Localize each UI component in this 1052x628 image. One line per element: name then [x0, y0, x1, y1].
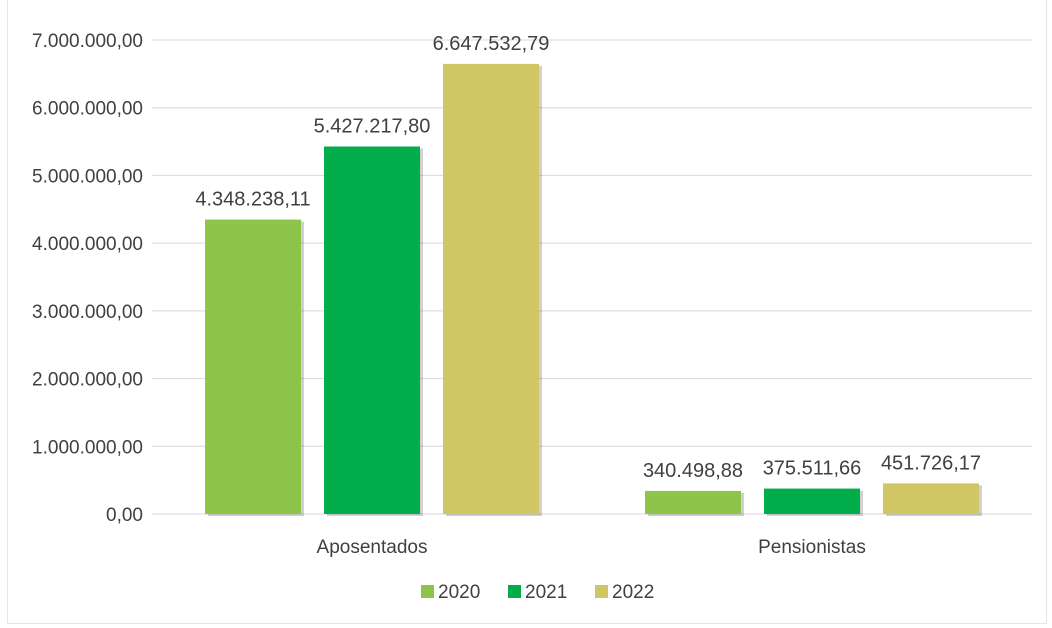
data-label: 451.726,17 — [881, 452, 981, 474]
data-label: 6.647.532,79 — [433, 33, 550, 55]
category-labels: Aposentados Pensionistas — [317, 537, 866, 558]
bar-2021-aposentados — [324, 146, 420, 514]
data-label: 5.427.217,80 — [314, 115, 431, 137]
legend-label-2021: 2021 — [525, 582, 567, 603]
bars — [205, 63, 982, 516]
category-label: Aposentados — [317, 537, 428, 558]
data-labels: 4.348.238,11 5.427.217,80 6.647.532,79 340.… — [195, 33, 981, 482]
bar-2022-pensionistas — [883, 483, 979, 514]
bar-2021-pensionistas — [764, 488, 860, 514]
bar-2020-pensionistas — [645, 490, 741, 514]
y-tick-label: 2.000.000,00 — [32, 370, 143, 391]
data-label: 375.511,66 — [763, 458, 862, 480]
y-tick-label: 5.000.000,00 — [32, 166, 143, 187]
y-tick-label: 6.000.000,00 — [32, 99, 143, 120]
legend-label-2020: 2020 — [438, 582, 480, 603]
data-label: 340.498,88 — [643, 460, 743, 482]
legend-swatch-2022 — [595, 585, 608, 598]
y-tick-label: 4.000.000,00 — [32, 234, 143, 255]
legend: 2020 2021 2022 — [421, 582, 654, 603]
legend-label-2022: 2022 — [612, 582, 654, 603]
legend-swatch-2020 — [421, 585, 434, 598]
bar-2020-aposentados — [205, 219, 301, 514]
y-axis-tick-labels: 0,00 1.000.000,00 2.000.000,00 3.000.000,00… — [32, 31, 143, 526]
y-tick-label: 7.000.000,00 — [32, 31, 143, 52]
y-tick-label: 1.000.000,00 — [32, 437, 143, 458]
bar-2022-aposentados — [443, 63, 539, 514]
data-label: 4.348.238,11 — [195, 189, 310, 211]
legend-swatch-2021 — [508, 585, 521, 598]
y-tick-label: 0,00 — [106, 505, 143, 526]
y-tick-label: 3.000.000,00 — [32, 302, 143, 323]
category-label: Pensionistas — [758, 537, 866, 558]
